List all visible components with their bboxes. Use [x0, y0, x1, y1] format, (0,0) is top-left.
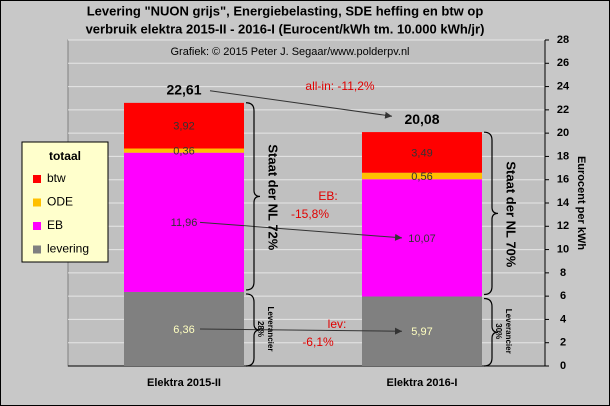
brace-label: Staat der NL 72%: [266, 144, 281, 250]
y-tick-label: 22: [557, 104, 569, 116]
y-axis-label: Eurocent per kWh: [575, 156, 587, 250]
y-tick-label: 6: [560, 290, 566, 302]
chart-subtitle: Grafiek: © 2015 Peter J. Segaar/www.pold…: [170, 46, 409, 58]
data-label: 6,36: [173, 324, 194, 336]
data-label: 0,36: [173, 146, 194, 158]
brace: [483, 131, 499, 296]
annotation: -6,1%: [302, 335, 334, 349]
y-tick-label: 14: [557, 197, 570, 209]
data-label: 11,96: [171, 217, 198, 229]
brace: [245, 293, 261, 367]
brace-label: 28%: [256, 321, 265, 337]
legend-title: totaal: [49, 149, 81, 163]
data-label: 0,56: [411, 171, 432, 183]
chart-title: Levering "NUON grijs", Energiebelasting,…: [87, 3, 484, 18]
annotation: -15,8%: [291, 207, 329, 221]
legend-swatch: [33, 198, 41, 207]
arrow: [199, 327, 403, 335]
bar-segment: [362, 172, 482, 180]
bar-segment: [362, 132, 482, 173]
annotation: lev:: [328, 317, 347, 331]
data-label: 10,07: [408, 233, 436, 245]
y-tick-label: 8: [560, 267, 566, 279]
y-tick-label: 20: [557, 127, 569, 139]
brace: [245, 102, 261, 291]
arrow: [209, 90, 393, 119]
bar-segment: [124, 152, 244, 292]
y-tick-label: 4: [560, 313, 567, 325]
data-label: 5,97: [411, 326, 432, 338]
chart-title: verbruik elektra 2015-II - 2016-I (Euroc…: [86, 21, 485, 36]
bar-segment: [124, 102, 244, 149]
x-tick-label: Elektra 2016-I: [387, 377, 458, 389]
brace-label: 30%: [494, 323, 503, 339]
y-tick-label: 0: [560, 360, 566, 372]
bar-segment: [362, 179, 482, 297]
x-tick-label: Elektra 2015-II: [147, 377, 221, 389]
legend-swatch: [33, 175, 41, 183]
brace-label: Staat der NL 70%: [504, 161, 519, 267]
y-tick-label: 28: [557, 34, 569, 46]
legend-swatch: [33, 222, 41, 230]
legend-label: levering: [47, 242, 89, 256]
legend-label: EB: [47, 218, 63, 232]
data-label: 3,49: [411, 147, 432, 159]
bar-segment: [124, 148, 244, 153]
annotation: all-in: -11,2%: [305, 79, 374, 93]
y-tick-label: 18: [557, 150, 569, 162]
y-tick-label: 24: [557, 80, 570, 92]
y-tick-label: 2: [560, 337, 566, 349]
plot: 02468101214161820222426286,3611,960,363,…: [68, 34, 570, 389]
legend-swatch: [33, 245, 41, 254]
y-tick-label: 16: [557, 174, 569, 186]
legend: btw ODE EB levering: [33, 171, 89, 256]
arrow: [199, 221, 403, 241]
total-label: 22,61: [166, 81, 201, 97]
brace-label: Leverancier: [504, 309, 513, 354]
brace: [483, 297, 499, 367]
y-tick-label: 26: [557, 57, 569, 69]
y-tick-label: 12: [557, 220, 569, 232]
legend-label: ODE: [47, 195, 73, 209]
y-tick-label: 10: [557, 243, 569, 255]
total-label: 20,08: [404, 111, 439, 127]
data-label: 3,92: [173, 121, 194, 133]
brace-label: Leverancier: [266, 307, 275, 352]
legend-label: btw: [47, 171, 66, 185]
annotation: EB:: [318, 189, 337, 203]
